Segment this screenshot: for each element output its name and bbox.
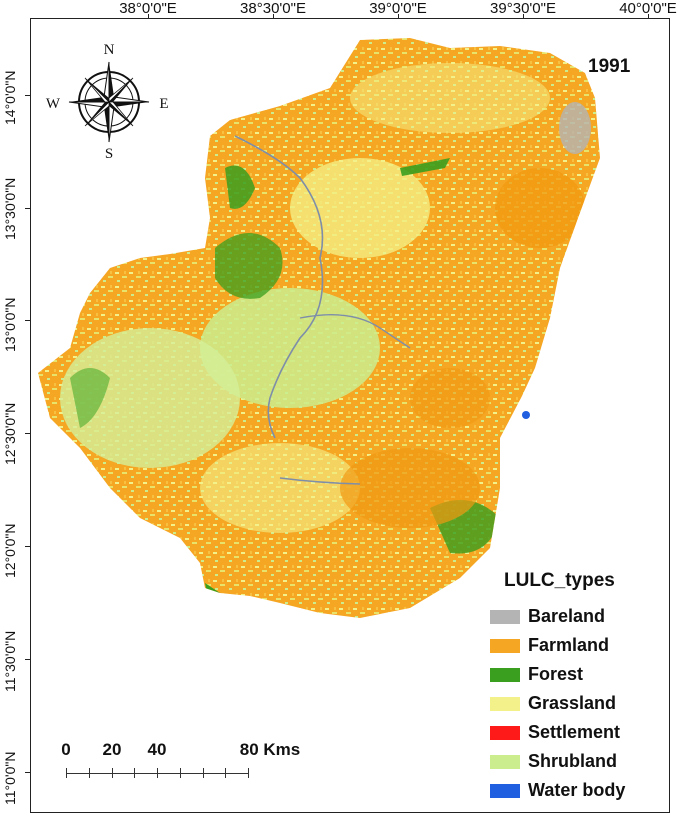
scale-tick	[88, 768, 90, 778]
lon-tick	[273, 14, 274, 19]
legend-swatch	[490, 696, 520, 711]
compass-e-label: E	[159, 96, 168, 112]
lon-tick	[148, 14, 149, 19]
lon-label-38-30: 38°30'0"E	[240, 0, 306, 17]
compass-s-label: S	[105, 146, 113, 160]
scale-tick	[202, 768, 204, 778]
lat-tick	[25, 320, 30, 321]
legend-swatch	[490, 667, 520, 682]
scale-tick	[111, 768, 113, 778]
scale-tick	[225, 768, 227, 778]
legend-title: LULC_types	[504, 570, 615, 591]
scale-tick	[134, 768, 136, 778]
legend-swatch	[490, 725, 520, 740]
study-area-map	[38, 38, 600, 618]
legend-label: Water body	[528, 780, 626, 800]
lat-tick	[25, 95, 30, 96]
legend-swatch	[490, 783, 520, 798]
lon-label-39-30: 39°30'0"E	[490, 0, 556, 17]
lat-tick	[25, 772, 30, 773]
lon-label-40-0: 40°0'0"E	[619, 0, 677, 17]
lon-tick	[648, 14, 649, 19]
scale-label-20: 20	[102, 740, 122, 759]
lat-label-13-30: 13°30'0"N	[2, 177, 18, 240]
legend-label: Farmland	[528, 635, 610, 655]
scale-tick	[157, 768, 158, 778]
legend: LULC_types Bareland Farmland Forest Grassla…	[490, 570, 625, 805]
scale-tick	[66, 768, 67, 778]
legend-item: Settlement	[490, 718, 625, 747]
scale-tick	[248, 768, 249, 778]
compass-w-label: W	[46, 96, 61, 112]
legend-item: Farmland	[490, 631, 625, 660]
lat-tick	[25, 433, 30, 434]
legend-label: Grassland	[528, 693, 617, 713]
legend-label: Settlement	[528, 722, 621, 742]
legend-item: Water body	[490, 776, 625, 805]
lat-tick	[25, 659, 30, 660]
lat-tick	[25, 208, 30, 209]
lat-label-13-0: 13°0'0"N	[2, 297, 18, 353]
lon-label-39-0: 39°0'0"E	[369, 0, 427, 17]
lon-label-38-0: 38°0'0"E	[119, 0, 177, 17]
legend-item: Shrubland	[490, 747, 625, 776]
lat-label-14-0: 14°0'0"N	[2, 70, 18, 126]
compass-n-label: N	[104, 42, 115, 58]
lon-tick	[523, 14, 524, 19]
scale-label-40: 40	[147, 740, 167, 759]
lat-label-11-30: 11°30'0"N	[2, 630, 18, 692]
legend-label: Shrubland	[528, 751, 617, 771]
lat-label-11-0: 11°0'0"N	[2, 751, 18, 805]
legend-item: Forest	[490, 660, 625, 689]
lon-tick	[398, 14, 399, 19]
compass-rose-icon: N S E W	[46, 42, 169, 160]
scale-label-0: 0	[61, 740, 71, 759]
lat-tick	[25, 546, 30, 547]
legend-swatch	[490, 609, 520, 624]
scale-tick	[179, 768, 181, 778]
legend-label: Forest	[528, 664, 584, 684]
legend-swatch	[490, 638, 520, 653]
lat-label-12-0: 12°0'0"N	[2, 523, 18, 579]
legend-item: Grassland	[490, 689, 625, 718]
map-year: 1991	[588, 56, 631, 77]
lat-label-12-30: 12°30'0"N	[2, 402, 18, 465]
scale-label-80: 80 Kms	[239, 740, 301, 759]
legend-label: Bareland	[528, 606, 606, 626]
legend-swatch	[490, 754, 520, 769]
legend-item: Bareland	[490, 602, 625, 631]
